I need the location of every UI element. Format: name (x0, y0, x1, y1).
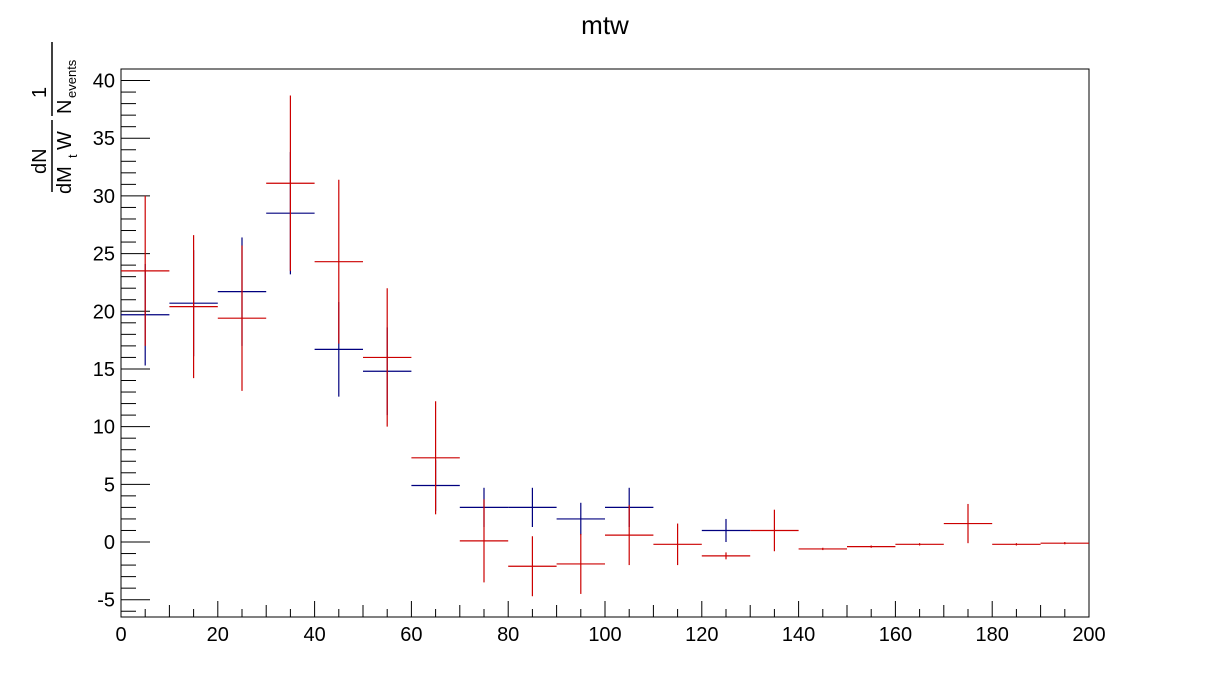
x-tick-label: 80 (497, 624, 519, 646)
data-point (217, 245, 267, 391)
data-point (895, 543, 944, 546)
chart-title: mtw (581, 10, 629, 40)
y-tick-label: -5 (97, 590, 115, 612)
data-point (1040, 542, 1089, 545)
x-tick-label: 140 (782, 624, 815, 646)
data-point (363, 288, 412, 427)
data-point (750, 509, 799, 552)
y-label-w: W (54, 131, 76, 150)
x-tick-label: 160 (879, 624, 912, 646)
data-point (992, 543, 1041, 546)
y-tick-label: 30 (93, 186, 115, 208)
y-label-dm-sub: t (65, 154, 80, 158)
data-point (701, 518, 751, 543)
y-tick-label: 0 (104, 532, 115, 554)
data-point (459, 499, 509, 583)
series-layer (121, 95, 1089, 597)
data-point (411, 401, 460, 515)
series-2 (121, 95, 1089, 597)
data-point (556, 502, 605, 536)
y-tick-label: 25 (93, 244, 115, 266)
y-tick-label: 20 (93, 301, 115, 323)
data-point (314, 179, 363, 344)
axes: 0 20 40 60 80 100 120 140 160 180 200-505101520253… (93, 68, 1106, 646)
data-point (701, 552, 751, 560)
x-tick-label: 120 (685, 624, 718, 646)
y-tick-label: 5 (104, 474, 115, 496)
y-tick-label: 10 (93, 417, 115, 439)
y-label-dn: dN (29, 148, 51, 174)
y-label-n-sub: events (64, 59, 79, 98)
y-tick-label: 40 (93, 71, 115, 93)
data-point (266, 95, 315, 271)
x-tick-label: 180 (976, 624, 1009, 646)
data-point (605, 505, 654, 566)
data-point (847, 545, 896, 548)
data-point (508, 536, 557, 597)
data-point (798, 547, 847, 551)
data-point (169, 235, 218, 379)
data-point (556, 533, 605, 594)
x-tick-label: 100 (588, 624, 621, 646)
x-tick-label: 200 (1072, 624, 1105, 646)
y-tick-label: 15 (93, 359, 115, 381)
data-point (121, 195, 170, 346)
y-label-one: 1 (29, 87, 51, 98)
y-tick-label: 35 (93, 128, 115, 150)
x-tick-label: 0 (115, 624, 126, 646)
x-tick-label: 60 (400, 624, 422, 646)
x-tick-label: 20 (207, 624, 229, 646)
y-axis-label: dN dM t W 1 N events (29, 42, 80, 194)
x-tick-label: 40 (303, 624, 325, 646)
data-point (508, 487, 557, 528)
y-label-dm: dM (54, 166, 76, 194)
y-label-n: N (54, 100, 76, 114)
data-point (653, 523, 702, 566)
data-point (943, 503, 993, 544)
